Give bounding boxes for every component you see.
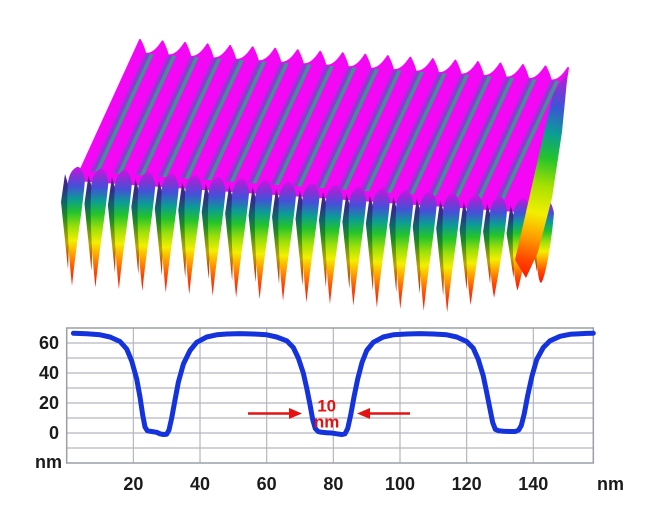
blade bbox=[231, 178, 250, 298]
blade bbox=[348, 186, 367, 306]
surface-3d-plot bbox=[61, 39, 569, 313]
y-axis-unit-label: nm bbox=[35, 452, 62, 472]
x-tick-label: 100 bbox=[385, 474, 415, 494]
y-tick-label: 20 bbox=[39, 393, 59, 413]
annotation-value-label: 10 bbox=[317, 397, 336, 416]
blade bbox=[278, 181, 297, 301]
plot-frame bbox=[65, 327, 595, 464]
grid-lines bbox=[66, 328, 594, 463]
blade bbox=[465, 194, 484, 306]
blade bbox=[418, 191, 437, 311]
blade bbox=[184, 175, 203, 295]
x-tick-label: 120 bbox=[452, 474, 482, 494]
y-tick-label: 60 bbox=[39, 333, 59, 353]
arrowhead-icon bbox=[357, 408, 371, 419]
right-side-face bbox=[515, 70, 568, 278]
blade bbox=[67, 166, 85, 286]
blade bbox=[161, 173, 179, 293]
blade bbox=[395, 190, 414, 310]
x-axis-unit-label: nm bbox=[597, 474, 624, 494]
blade bbox=[489, 196, 508, 298]
x-tick-label: 140 bbox=[518, 474, 548, 494]
x-tick-label: 80 bbox=[323, 474, 343, 494]
blade bbox=[207, 176, 226, 296]
groove-stripes bbox=[90, 53, 560, 201]
blade bbox=[301, 183, 320, 303]
y-tick-label: 40 bbox=[39, 363, 59, 383]
blade bbox=[90, 168, 109, 288]
blade bbox=[372, 188, 390, 308]
x-tick-label: 20 bbox=[123, 474, 143, 494]
x-tick-label: 60 bbox=[257, 474, 277, 494]
annotation-unit-label: nm bbox=[314, 413, 340, 432]
profile-curve bbox=[70, 330, 596, 437]
blade bbox=[137, 171, 156, 291]
arrowhead-icon bbox=[289, 408, 303, 419]
blade bbox=[254, 180, 273, 300]
blade bbox=[442, 193, 461, 313]
axis-tick-labels: 0 20 40 60 20 40 60 80 100 120 140 nm nm bbox=[35, 333, 624, 494]
blade bbox=[325, 185, 343, 305]
y-tick-label: 0 bbox=[49, 423, 59, 443]
x-tick-label: 40 bbox=[190, 474, 210, 494]
blade bbox=[114, 170, 132, 290]
